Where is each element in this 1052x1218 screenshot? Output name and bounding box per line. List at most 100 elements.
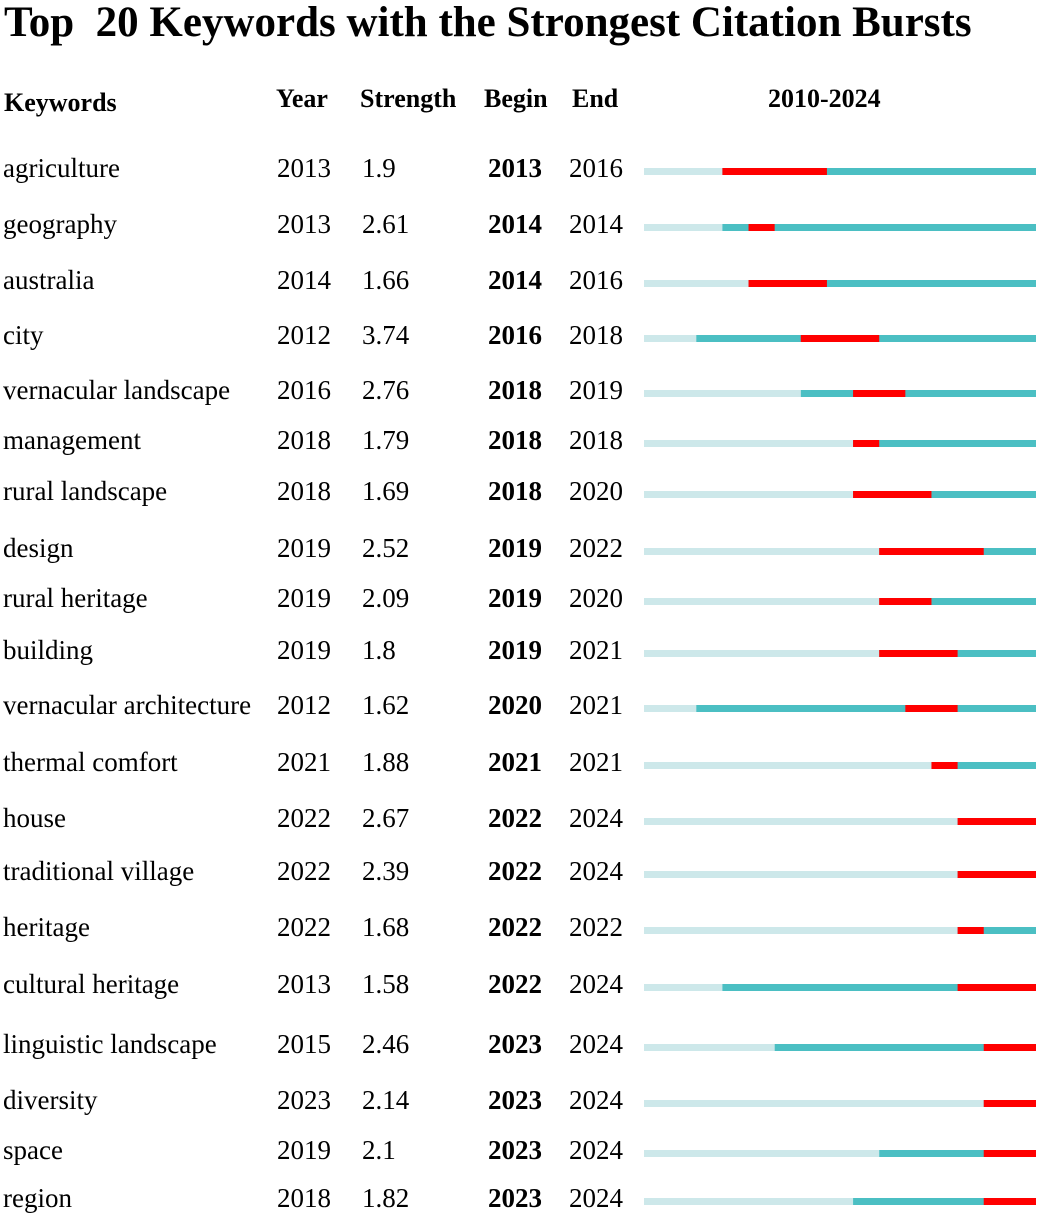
timeline-before-segment <box>644 762 932 769</box>
begin-cell: 2022 <box>488 912 542 942</box>
timeline-active-segment <box>722 224 1036 231</box>
timeline-before-segment <box>644 1150 880 1157</box>
begin-cell: 2013 <box>488 153 542 183</box>
burst-timeline <box>644 984 1036 991</box>
table-row: design 2019 2.52 2019 2022 <box>0 528 1052 568</box>
keyword-cell: geography <box>3 209 117 239</box>
year-cell: 2022 <box>277 912 331 942</box>
begin-cell: 2019 <box>488 635 542 665</box>
year-cell: 2018 <box>277 476 331 506</box>
table-row: agriculture 2013 1.9 2013 2016 <box>0 148 1052 188</box>
timeline-before-segment <box>644 1100 984 1107</box>
strength-cell: 1.9 <box>362 153 396 183</box>
burst-timeline <box>644 1198 1036 1205</box>
end-cell: 2024 <box>569 856 623 886</box>
year-cell: 2015 <box>277 1029 331 1059</box>
keyword-cell: diversity <box>3 1085 98 1115</box>
year-cell: 2018 <box>277 425 331 455</box>
header-begin: Begin <box>484 84 548 113</box>
keyword-cell: management <box>3 425 141 455</box>
burst-segment <box>853 440 880 447</box>
timeline-before-segment <box>644 818 958 825</box>
timeline-before-segment <box>644 548 880 555</box>
burst-segment <box>722 168 827 175</box>
begin-cell: 2023 <box>488 1183 542 1213</box>
end-cell: 2014 <box>569 209 623 239</box>
keyword-cell: region <box>3 1183 72 1213</box>
year-cell: 2013 <box>277 209 331 239</box>
begin-cell: 2023 <box>488 1135 542 1165</box>
strength-cell: 1.66 <box>362 265 410 295</box>
keyword-cell: cultural heritage <box>3 969 180 999</box>
year-cell: 2023 <box>277 1085 331 1115</box>
header-keywords: Keywords <box>4 88 117 117</box>
burst-timeline <box>644 927 1036 934</box>
header-year-range: 2010-2024 <box>768 84 881 113</box>
burst-segment <box>983 1100 1036 1107</box>
burst-timeline <box>644 491 1036 498</box>
table-row: building 2019 1.8 2019 2021 <box>0 630 1052 670</box>
table-row: space 2019 2.1 2023 2024 <box>0 1130 1052 1170</box>
table-row: linguistic landscape 2015 2.46 2023 2024 <box>0 1024 1052 1064</box>
year-cell: 2014 <box>277 265 331 295</box>
keyword-cell: design <box>3 533 74 563</box>
table-row: vernacular landscape 2016 2.76 2018 2019 <box>0 370 1052 410</box>
burst-timeline <box>644 335 1036 342</box>
burst-timeline <box>644 390 1036 397</box>
burst-timeline <box>644 1150 1036 1157</box>
year-cell: 2019 <box>277 1135 331 1165</box>
burst-segment <box>957 818 1036 825</box>
end-cell: 2020 <box>569 583 623 613</box>
table-row: heritage 2022 1.68 2022 2022 <box>0 907 1052 947</box>
timeline-active-segment <box>931 762 1036 769</box>
timeline-active-segment <box>774 1044 1036 1051</box>
strength-cell: 2.09 <box>362 583 410 613</box>
timeline-before-segment <box>644 1044 775 1051</box>
burst-segment <box>853 390 906 397</box>
begin-cell: 2018 <box>488 476 542 506</box>
burst-timeline <box>644 818 1036 825</box>
table-row: geography 2013 2.61 2014 2014 <box>0 204 1052 244</box>
timeline-active-segment <box>879 598 1036 605</box>
table-row: house 2022 2.67 2022 2024 <box>0 798 1052 838</box>
begin-cell: 2016 <box>488 320 542 350</box>
burst-timeline <box>644 762 1036 769</box>
end-cell: 2021 <box>569 635 623 665</box>
timeline-before-segment <box>644 871 958 878</box>
burst-segment <box>748 224 775 231</box>
strength-cell: 1.88 <box>362 747 410 777</box>
strength-cell: 2.46 <box>362 1029 410 1059</box>
end-cell: 2021 <box>569 690 623 720</box>
chart-title: Top 20 Keywords with the Strongest Citat… <box>4 0 972 46</box>
strength-cell: 1.68 <box>362 912 410 942</box>
begin-cell: 2020 <box>488 690 542 720</box>
burst-segment <box>905 705 958 712</box>
strength-cell: 2.39 <box>362 856 410 886</box>
end-cell: 2024 <box>569 1183 623 1213</box>
burst-timeline <box>644 871 1036 878</box>
strength-cell: 2.61 <box>362 209 410 239</box>
burst-segment <box>879 548 984 555</box>
burst-segment <box>931 762 958 769</box>
burst-segment <box>748 280 827 287</box>
table-row: traditional village 2022 2.39 2022 2024 <box>0 851 1052 891</box>
burst-segment <box>983 1044 1036 1051</box>
burst-timeline <box>644 548 1036 555</box>
strength-cell: 2.52 <box>362 533 410 563</box>
end-cell: 2020 <box>569 476 623 506</box>
keyword-cell: rural heritage <box>3 583 148 613</box>
burst-timeline <box>644 224 1036 231</box>
table-row: thermal comfort 2021 1.88 2021 2021 <box>0 742 1052 782</box>
keyword-cell: house <box>3 803 66 833</box>
timeline-before-segment <box>644 335 697 342</box>
year-cell: 2019 <box>277 583 331 613</box>
timeline-before-segment <box>644 224 723 231</box>
keyword-cell: australia <box>3 265 95 295</box>
strength-cell: 1.8 <box>362 635 396 665</box>
end-cell: 2016 <box>569 153 623 183</box>
table-row: rural landscape 2018 1.69 2018 2020 <box>0 471 1052 511</box>
begin-cell: 2022 <box>488 856 542 886</box>
keyword-cell: traditional village <box>3 856 195 886</box>
end-cell: 2024 <box>569 1029 623 1059</box>
timeline-active-segment <box>853 440 1036 447</box>
